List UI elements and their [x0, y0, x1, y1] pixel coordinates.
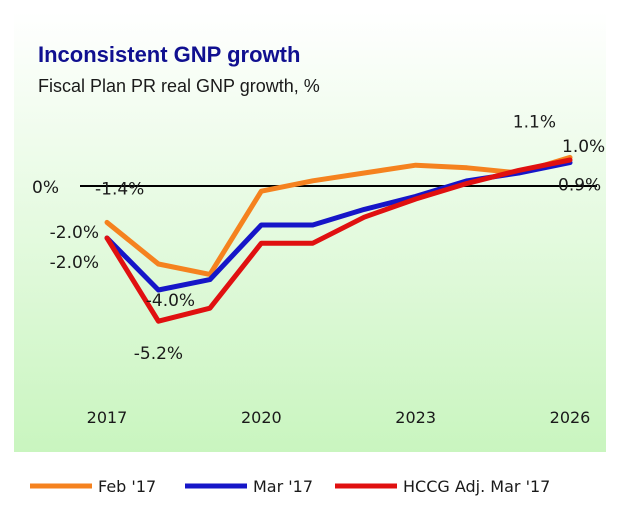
chart-background — [14, 12, 606, 452]
data-label: -4.0% — [146, 291, 195, 311]
x-tick-label: 2020 — [241, 408, 282, 427]
chart-subtitle: Fiscal Plan PR real GNP growth, % — [38, 76, 320, 96]
data-label: -5.2% — [134, 344, 183, 364]
series-line-3 — [104, 157, 573, 324]
legend-label-2: Mar '17 — [253, 477, 313, 496]
chart-title: Inconsistent GNP growth — [38, 42, 300, 67]
data-label: 1.0% — [562, 137, 605, 157]
data-label: -1.4% — [95, 179, 144, 199]
data-label: -2.0% — [50, 223, 99, 243]
x-tick-label: 2023 — [395, 408, 436, 427]
series-lines — [104, 154, 573, 324]
legend: Feb '17 Mar '17 HCCG Adj. Mar '17 — [30, 477, 550, 496]
x-axis-ticks: 2017 2020 2023 2026 — [87, 408, 591, 427]
x-tick-label: 2017 — [87, 408, 128, 427]
data-label: -2.0% — [50, 253, 99, 273]
data-labels: -1.4% -2.0% -2.0% -4.0% -5.2% 1.1% 1.0% 0.9% — [50, 112, 606, 364]
legend-label-1: Feb '17 — [98, 477, 156, 496]
data-label: 1.1% — [513, 112, 556, 132]
series-line-1 — [104, 154, 573, 277]
legend-label-3: HCCG Adj. Mar '17 — [403, 477, 550, 496]
data-label: 0.9% — [558, 176, 601, 196]
zero-axis-label: 0% — [32, 178, 59, 198]
x-tick-label: 2026 — [550, 408, 591, 427]
